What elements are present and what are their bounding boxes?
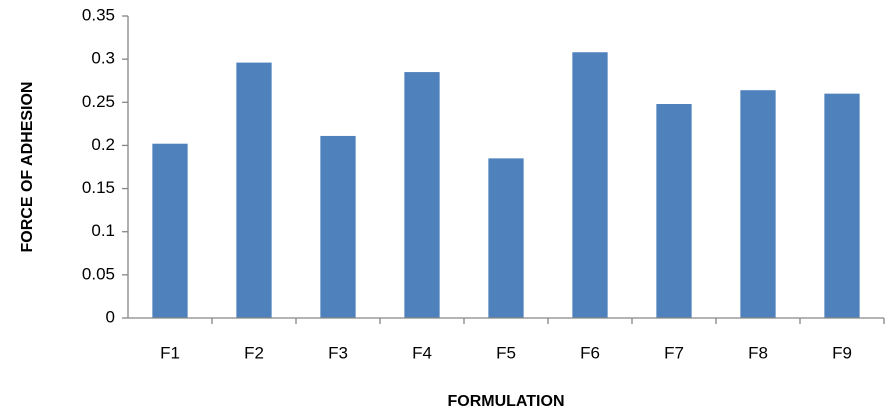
y-axis-title: FORCE OF ADHESION [19, 82, 36, 253]
x-tick-label: F7 [664, 343, 684, 362]
y-tick-label: 0.15 [82, 178, 115, 197]
y-tick-label: 0.35 [82, 5, 115, 24]
y-tick-label: 0.1 [91, 221, 115, 240]
x-tick-label: F5 [496, 343, 516, 362]
bar [152, 143, 188, 318]
y-tick-label: 0.2 [91, 135, 115, 154]
y-tick-label: 0.25 [82, 92, 115, 111]
bar [572, 52, 608, 319]
x-axis-title: FORMULATION [447, 393, 564, 410]
bar [236, 62, 272, 318]
bar [320, 135, 356, 318]
x-tick-label: F1 [160, 343, 180, 362]
bar [488, 158, 524, 318]
x-tick-label: F2 [244, 343, 264, 362]
bar [824, 93, 860, 319]
bar [656, 104, 692, 318]
y-tick-label: 0.3 [91, 49, 115, 68]
x-tick-label: F4 [412, 343, 432, 362]
y-tick-label: 0.05 [82, 264, 115, 283]
x-tick-label: F3 [328, 343, 348, 362]
bar [404, 72, 440, 318]
x-tick-label: F6 [580, 343, 600, 362]
bar [740, 90, 776, 318]
x-tick-label: F9 [832, 343, 852, 362]
y-tick-label: 0 [106, 307, 115, 326]
x-tick-label: F8 [748, 343, 768, 362]
